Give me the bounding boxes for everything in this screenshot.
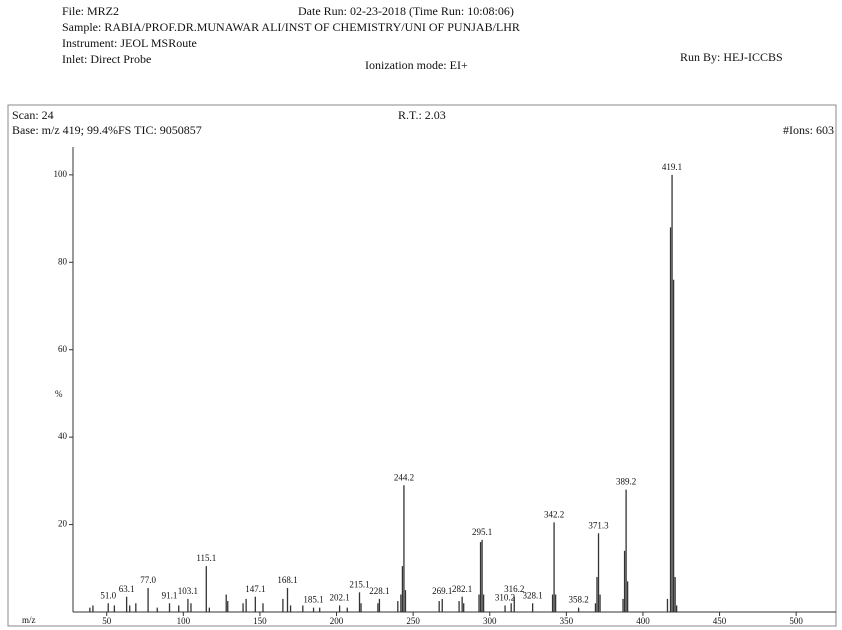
peak-label: 91.1 <box>162 590 178 600</box>
peak-label: 202.1 <box>329 593 349 603</box>
y-tick-label: 80 <box>58 256 68 266</box>
y-axis-label: % <box>55 389 63 399</box>
peak-label: 371.3 <box>588 520 609 530</box>
y-tick-label: 100 <box>54 169 68 179</box>
peak-label: 63.1 <box>119 584 135 594</box>
peak-label: 282.1 <box>452 584 472 594</box>
x-tick-label: 250 <box>406 616 420 626</box>
x-tick-label: 200 <box>330 616 344 626</box>
y-tick-label: 60 <box>58 344 68 354</box>
peak-label: 342.2 <box>544 509 564 519</box>
peak-label: 419.1 <box>662 162 682 172</box>
peak-label: 358.2 <box>568 595 588 605</box>
x-tick-label: 450 <box>713 616 727 626</box>
y-tick-label: 20 <box>58 519 68 529</box>
date-run: Date Run: 02-23-2018 (Time Run: 10:08:06… <box>298 4 514 18</box>
peak-label: 228.1 <box>369 586 389 596</box>
peak-label: 328.1 <box>523 590 543 600</box>
peak-label: 389.2 <box>616 477 636 487</box>
peak-label: 51.0 <box>100 590 116 600</box>
peak-label: 295.1 <box>472 527 492 537</box>
ionization: Ionization mode: EI+ <box>365 58 468 72</box>
x-axis-label: m/z <box>22 615 36 625</box>
x-tick-label: 400 <box>636 616 650 626</box>
y-tick-label: 40 <box>58 431 68 441</box>
instrument: Instrument: JEOL MSRoute <box>62 36 197 50</box>
x-tick-label: 350 <box>560 616 574 626</box>
sample: Sample: RABIA/PROF.DR.MUNAWAR ALI/INST O… <box>62 20 520 34</box>
peak-label: 310.2 <box>495 593 515 603</box>
run-by: Run By: HEJ-ICCBS <box>680 50 783 64</box>
x-tick-label: 150 <box>253 616 267 626</box>
peak-label: 244.2 <box>394 472 414 482</box>
retention-time: R.T.: 2.03 <box>398 108 446 122</box>
peak-label: 168.1 <box>277 575 297 585</box>
x-tick-label: 300 <box>483 616 497 626</box>
scan: Scan: 24 <box>12 108 54 122</box>
peak-label: 269.1 <box>432 586 452 596</box>
peak-label: 316.2 <box>504 584 524 594</box>
file: File: MRZ2 <box>62 4 119 18</box>
inlet: Inlet: Direct Probe <box>62 52 151 66</box>
peak-label: 147.1 <box>245 584 265 594</box>
base: Base: m/z 419; 99.4%FS TIC: 9050857 <box>12 123 202 137</box>
peak-label: 103.1 <box>178 586 198 596</box>
peak-label: 115.1 <box>196 553 216 563</box>
ion-count: #Ions: 603 <box>783 123 834 137</box>
peak-label: 77.0 <box>140 575 156 585</box>
frame <box>7 104 837 627</box>
x-tick-label: 50 <box>102 616 112 626</box>
x-tick-label: 100 <box>177 616 191 626</box>
peak-label: 215.1 <box>349 579 369 589</box>
peak-label: 185.1 <box>303 595 323 605</box>
x-tick-label: 500 <box>789 616 803 626</box>
